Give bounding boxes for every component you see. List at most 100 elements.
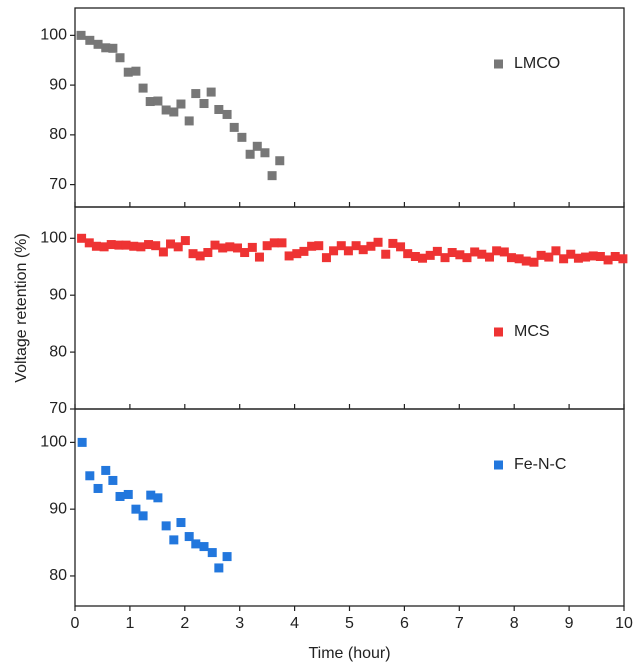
marker [123,489,133,499]
marker [462,253,472,263]
legend-marker [494,59,503,69]
marker [99,242,109,252]
marker [277,238,287,248]
x-tick-label: 3 [235,615,244,632]
marker [214,104,224,114]
marker [566,249,576,259]
marker [506,253,516,263]
y-tick-label: 80 [49,343,67,360]
marker [93,39,103,49]
marker [158,247,168,257]
marker [123,67,133,77]
marker [260,148,270,158]
marker [551,246,561,256]
marker [108,43,118,53]
marker [229,122,239,132]
marker [373,237,383,247]
marker [492,246,502,256]
marker [151,241,161,251]
y-tick-label: 100 [40,27,67,44]
legend-label: MCS [514,323,550,340]
marker [581,252,591,262]
marker [440,253,450,263]
marker [247,242,257,252]
marker [269,238,279,248]
marker [138,83,148,93]
y-tick-label: 100 [40,230,67,247]
marker [222,109,232,119]
marker [595,252,605,262]
marker [343,246,353,256]
marker [85,35,95,45]
y-tick-label: 70 [49,400,67,417]
marker [358,245,368,255]
y-axis-label: Voltage retention (%) [13,233,30,382]
y-tick-label: 90 [49,500,67,517]
y-tick-label: 90 [49,286,67,303]
marker [166,239,176,249]
marker [146,490,156,500]
marker [447,248,457,258]
y-tick-label: 90 [49,76,67,93]
marker [455,250,465,260]
marker [284,251,294,261]
marker [388,238,398,248]
marker [76,30,86,40]
marker [199,542,209,552]
marker [307,241,317,251]
marker [206,87,216,97]
marker [225,242,235,252]
marker [199,99,209,109]
marker [101,465,111,475]
marker [618,254,628,264]
x-tick-label: 1 [125,615,134,632]
x-tick-label: 7 [455,615,464,632]
marker [521,256,531,266]
marker [101,43,111,53]
marker [603,255,613,265]
marker [214,563,224,573]
marker [536,250,546,260]
marker [237,132,247,142]
x-tick-label: 10 [615,615,633,632]
legend-label: Fe-N-C [514,456,566,473]
marker [207,548,217,558]
y-tick-label: 80 [49,126,67,143]
marker [169,535,179,545]
marker [336,241,346,251]
marker [381,249,391,259]
marker [161,521,171,531]
marker [351,241,361,251]
marker [314,241,324,251]
marker [93,483,103,493]
marker [84,238,94,248]
marker [203,248,213,258]
marker [121,240,131,250]
marker [129,241,139,251]
marker [544,252,554,262]
marker [254,252,264,262]
marker [145,97,155,107]
marker [77,233,87,243]
marker [115,53,125,63]
marker [321,253,331,263]
marker [138,511,148,521]
marker [240,248,250,258]
marker [195,251,205,261]
marker [252,141,262,151]
marker [169,107,179,117]
marker [77,437,87,447]
marker [329,246,339,256]
x-tick-label: 0 [71,615,80,632]
marker [559,254,569,264]
marker [484,252,494,262]
marker [136,242,146,252]
marker [106,240,116,250]
marker [292,249,302,259]
marker [529,257,539,267]
marker [153,493,163,503]
marker [114,240,124,250]
marker [191,539,201,549]
legend-marker [494,327,503,337]
